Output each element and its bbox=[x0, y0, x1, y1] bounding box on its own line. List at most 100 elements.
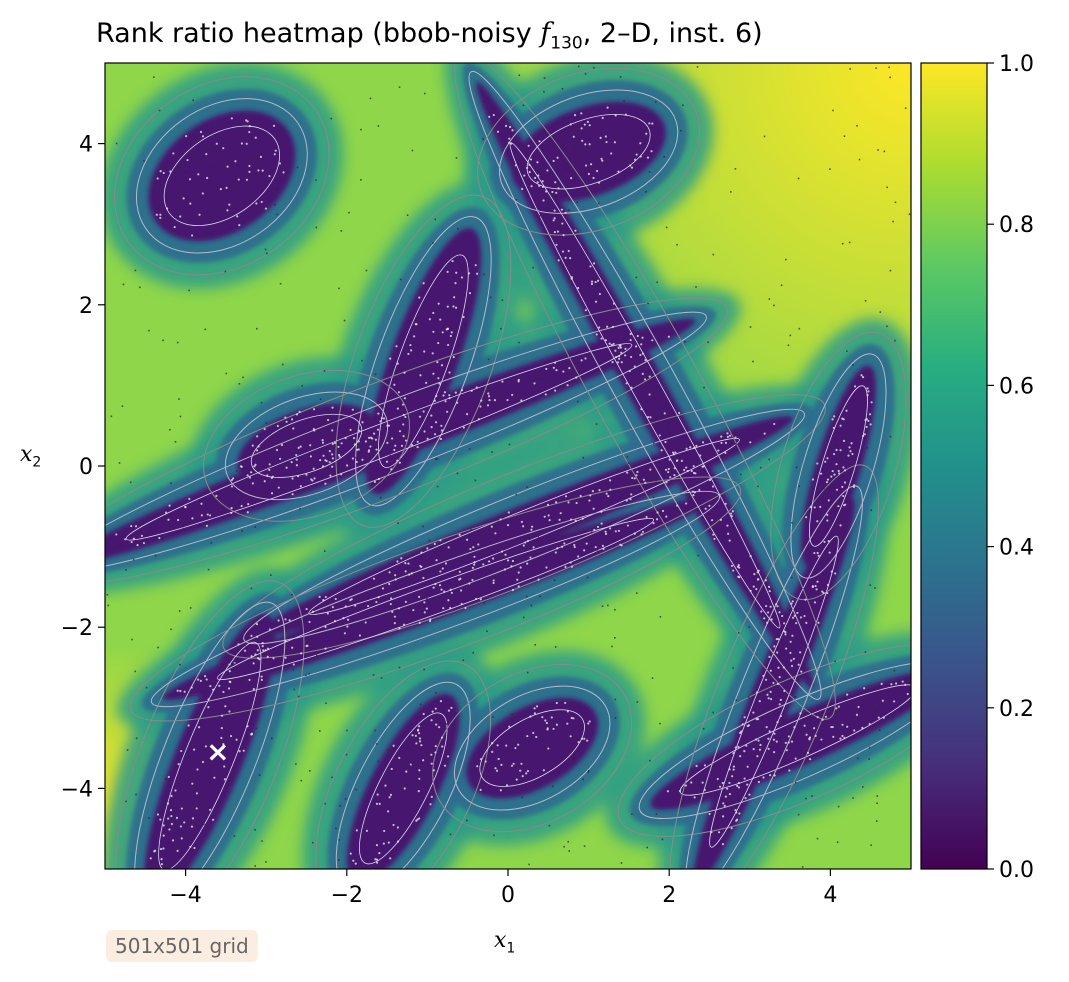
speckle-dark bbox=[567, 840, 570, 843]
speckle-light bbox=[440, 364, 444, 367]
speckle-light bbox=[439, 318, 442, 321]
speckle-light bbox=[561, 250, 565, 253]
speckle-dark bbox=[789, 334, 792, 337]
speckle-light bbox=[432, 311, 435, 315]
speckle-light bbox=[581, 517, 584, 520]
speckle-dark bbox=[324, 802, 326, 805]
speckle-dark bbox=[449, 833, 452, 836]
speckle-light bbox=[835, 707, 838, 710]
speckle-dark bbox=[276, 188, 279, 191]
speckle-light bbox=[256, 635, 259, 638]
speckle-dark bbox=[178, 398, 180, 400]
speckle-light bbox=[180, 749, 183, 753]
speckle-light bbox=[824, 715, 828, 718]
speckle-light bbox=[580, 112, 583, 115]
speckle-dark bbox=[565, 168, 567, 171]
speckle-dark bbox=[218, 802, 221, 805]
speckle-light bbox=[397, 391, 401, 394]
speckle-light bbox=[487, 392, 490, 395]
speckle-light bbox=[528, 170, 531, 174]
speckle-dark bbox=[587, 769, 590, 772]
speckle-light bbox=[480, 399, 483, 402]
speckle-dark bbox=[174, 440, 177, 443]
speckle-light bbox=[581, 139, 584, 142]
speckle-light bbox=[428, 318, 431, 321]
speckle-light bbox=[523, 174, 526, 177]
contour-core bbox=[378, 254, 469, 468]
speckle-light bbox=[331, 465, 334, 468]
speckle-light bbox=[331, 457, 334, 460]
speckle-dark bbox=[866, 447, 868, 449]
speckle-light bbox=[492, 113, 495, 117]
speckle-light bbox=[882, 716, 885, 719]
speckle-light bbox=[454, 306, 458, 309]
speckle-light bbox=[584, 357, 587, 360]
speckle-dark bbox=[586, 576, 589, 579]
speckle-light bbox=[349, 599, 352, 602]
speckle-light bbox=[224, 705, 227, 708]
speckle-dark bbox=[684, 341, 686, 343]
speckle-light bbox=[449, 334, 452, 338]
speckle-light bbox=[373, 480, 377, 483]
speckle-light bbox=[398, 461, 401, 464]
colorbar-tick-label: 0.0 bbox=[999, 858, 1034, 883]
speckle-dark bbox=[583, 845, 586, 847]
speckle-light bbox=[816, 462, 819, 465]
speckle-light bbox=[260, 678, 263, 681]
speckle-dark bbox=[635, 356, 637, 358]
speckle-light bbox=[624, 347, 627, 351]
speckle-light bbox=[505, 744, 508, 747]
speckle-light bbox=[557, 187, 560, 190]
contour-outer bbox=[129, 476, 742, 722]
speckle-light bbox=[752, 747, 755, 751]
speckle-light bbox=[487, 395, 491, 398]
speckle-light bbox=[418, 415, 422, 418]
speckle-light bbox=[413, 335, 416, 338]
x-tick-label: 0 bbox=[501, 883, 515, 908]
speckle-dark bbox=[584, 72, 587, 75]
speckle-light bbox=[683, 468, 686, 472]
contour-outer bbox=[114, 76, 330, 276]
speckle-dark bbox=[225, 372, 228, 375]
speckle-light bbox=[524, 541, 527, 544]
speckle-light bbox=[378, 802, 381, 806]
speckle-light bbox=[337, 445, 340, 448]
speckle-light bbox=[245, 119, 248, 122]
speckle-light bbox=[402, 423, 405, 426]
speckle-light bbox=[580, 737, 584, 740]
speckle-dark bbox=[522, 104, 525, 107]
speckle-light bbox=[584, 164, 588, 167]
speckle-light bbox=[190, 686, 193, 689]
speckle-dark bbox=[649, 759, 651, 762]
speckle-light bbox=[256, 649, 259, 652]
speckle-dark bbox=[829, 168, 831, 170]
speckle-dark bbox=[555, 195, 557, 198]
speckle-light bbox=[740, 730, 743, 733]
y-tick-label: −2 bbox=[61, 616, 93, 641]
speckle-light bbox=[226, 209, 229, 212]
speckle-light bbox=[358, 429, 361, 432]
valley-core bbox=[476, 82, 814, 689]
speckle-light bbox=[472, 546, 475, 549]
speckle-light bbox=[435, 723, 438, 726]
speckle-light bbox=[394, 444, 397, 447]
speckle-dark bbox=[413, 449, 416, 452]
speckle-light bbox=[346, 625, 349, 628]
speckle-light bbox=[228, 669, 231, 673]
speckle-light bbox=[860, 374, 863, 377]
speckle-light bbox=[772, 750, 776, 754]
speckle-dark bbox=[832, 109, 834, 112]
speckle-light bbox=[624, 354, 627, 357]
speckle-light bbox=[170, 794, 173, 798]
speckle-light bbox=[438, 584, 442, 587]
speckle-light bbox=[775, 638, 778, 641]
speckle-light bbox=[471, 566, 474, 569]
speckle-light bbox=[435, 559, 438, 562]
speckle-light bbox=[646, 415, 650, 419]
speckle-light bbox=[830, 475, 833, 478]
speckle-light bbox=[781, 614, 784, 618]
speckle-dark bbox=[493, 834, 495, 837]
speckle-light bbox=[843, 504, 846, 507]
speckle-dark bbox=[876, 802, 878, 804]
speckle-light bbox=[745, 744, 748, 747]
